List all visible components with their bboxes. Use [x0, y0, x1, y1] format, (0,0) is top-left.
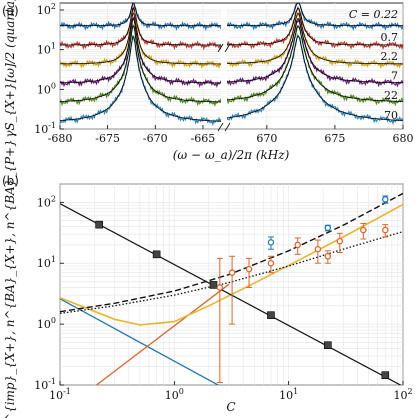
y-tick-label: 101 — [37, 255, 56, 270]
panel-a: (a) 0.7 2.2 7 22 70 -680 -675 -670 -665 670 675 68… — [2, 0, 414, 162]
backaction-p-point — [336, 237, 344, 245]
dotted-line — [60, 230, 403, 315]
c-header: C = 0.22 — [349, 8, 398, 21]
spectrum-22 — [59, 22, 404, 108]
backaction-p-point — [245, 265, 253, 273]
panel-b-grid — [59, 183, 404, 386]
fit-0.22 — [60, 2, 403, 27]
axis-break — [217, 4, 231, 132]
break-mark — [224, 122, 231, 132]
c-label-70: 70 — [384, 109, 398, 122]
panel-b-label: (b) — [2, 174, 19, 188]
y-tick-label: 102 — [37, 194, 56, 209]
x-tick-label: -665 — [191, 132, 216, 145]
spectrum-7 — [59, 16, 404, 89]
backaction-p-point — [228, 269, 236, 276]
c-label-22: 22 — [384, 89, 398, 102]
imprecision-point — [381, 371, 390, 379]
y-tick-label: 102 — [37, 2, 56, 17]
backaction-p-point — [360, 226, 367, 234]
y-tick-label: 100 — [37, 316, 56, 331]
panel-b-points — [95, 195, 390, 383]
panel-a-xlabel: (ω − ω_a)/2π (kHz) — [173, 148, 290, 162]
x-tick-label: 101 — [279, 387, 298, 402]
imprecision-line — [60, 203, 402, 385]
backaction-p-point — [216, 284, 224, 291]
yellow-line — [60, 203, 403, 326]
panel-a-ylabel: γS_{X+}[ω]/2 (quanta) — [3, 0, 17, 138]
imprecision-point — [152, 250, 161, 259]
backaction-p-point — [382, 226, 389, 234]
imprecision-point — [95, 220, 103, 229]
c-label-2.2: 2.2 — [381, 50, 399, 63]
x-tick-label: -675 — [95, 132, 120, 145]
break-mark — [224, 43, 231, 53]
backaction-p-point — [314, 245, 322, 253]
backaction-x-point — [324, 224, 332, 232]
dashed-line — [60, 192, 403, 313]
panel-a-series: 0.7 2.2 7 22 70 — [59, 2, 404, 127]
x-tick-label: -670 — [143, 132, 168, 145]
x-tick-label: 102 — [393, 387, 412, 402]
backaction-p-point — [294, 241, 301, 249]
fit-0.7 — [60, 7, 403, 46]
panel-b-ylabel: n^{imp}_{X+}, n^{BA}_{X+}, n^{BA}_{P+} — [3, 139, 17, 418]
panel-a-label: (a) — [2, 4, 19, 18]
blue-line — [60, 298, 220, 385]
x-tick-label: 675 — [324, 132, 345, 145]
red-line — [95, 283, 230, 385]
fit-70 — [59, 35, 404, 122]
panel-b-lines — [60, 192, 403, 385]
x-tick-label: 670 — [256, 132, 277, 145]
break-mark — [217, 43, 224, 53]
y-tick-label: 100 — [37, 81, 56, 96]
c-label-0.7: 0.7 — [381, 31, 399, 44]
backaction-x-point — [382, 196, 389, 203]
break-gap — [221, 4, 227, 128]
spectrum-0.22 — [59, 2, 404, 31]
y-tick-label: 101 — [37, 42, 56, 57]
x-tick-label: 10-1 — [49, 387, 71, 402]
panel-b-frame — [59, 183, 404, 386]
imprecision-point — [324, 341, 332, 350]
break-mark — [217, 122, 224, 132]
imprecision-point — [267, 311, 275, 320]
imprecision-point — [209, 281, 218, 289]
backaction-p-point — [267, 259, 275, 267]
c-label-7: 7 — [391, 70, 398, 83]
fit-22 — [60, 25, 403, 103]
backaction-p-point — [324, 253, 332, 260]
panel-b-xlabel: C — [226, 400, 235, 414]
x-tick-label: 680 — [393, 132, 414, 145]
backaction-x-point — [267, 239, 275, 246]
fit-7 — [60, 17, 403, 84]
x-tick-label: -680 — [48, 132, 73, 145]
fit-2.2 — [60, 12, 403, 65]
x-tick-label: 100 — [165, 387, 184, 402]
